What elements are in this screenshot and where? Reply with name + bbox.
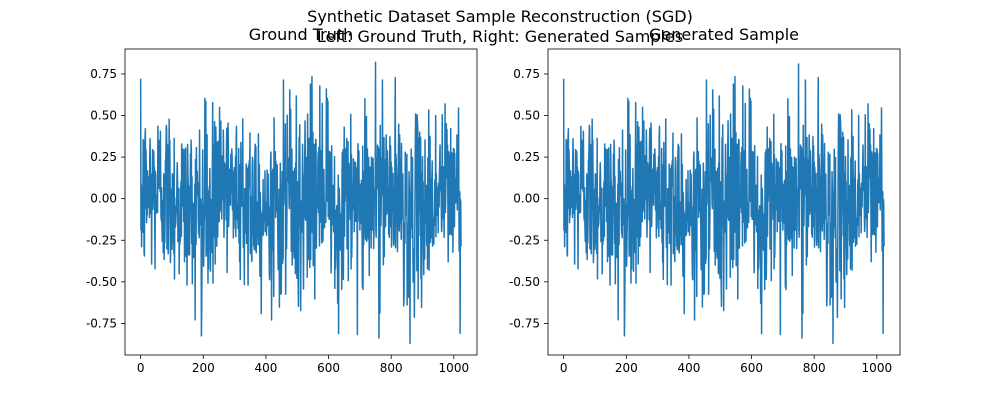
right-y-tick-label: 0.00 [513,192,540,206]
left-series-line [139,61,462,345]
left-y-tick-label: 0.50 [90,109,117,123]
right-y-tick-label: 0.50 [513,109,540,123]
suptitle-line2: Left: Ground Truth, Right: Generated Sam… [317,27,683,46]
left-panel-ground-truth: 0 200 400 600 800 1000 -0.75 -0.50 -0.25 0.00 0.25… [86,25,478,375]
right-panel-generated-sample: 0 200 400 600 800 1000 -0.75 -0.50 -0.25 0.00 0.25… [509,25,901,375]
right-x-tick-label: 1000 [862,361,893,375]
right-axes-frame [547,48,901,356]
suptitle-line1: Synthetic Dataset Sample Reconstruction … [307,7,693,26]
left-x-tick-label: 600 [317,361,340,375]
right-y-tick-label: 0.25 [513,150,540,164]
right-y-tick-label: 0.75 [513,67,540,81]
left-x-tick-label: 800 [380,361,403,375]
left-y-tick-label: 0.00 [90,192,117,206]
left-x-tick-label: 400 [254,361,277,375]
right-x-tick-label: 800 [803,361,826,375]
left-axes-frame [124,48,478,356]
right-panel-title: Generated Sample [649,25,799,44]
right-x-tick-label: 0 [560,361,568,375]
left-y-tick-label: 0.75 [90,67,117,81]
left-panel-title: Ground Truth [249,25,354,44]
right-x-tick-label: 200 [615,361,638,375]
left-x-tick-label: 200 [192,361,215,375]
left-x-tick-label: 1000 [439,361,470,375]
right-y-tick-label: -0.25 [509,233,540,247]
right-x-tick-label: 400 [677,361,700,375]
left-y-tick-label: -0.50 [86,275,117,289]
left-y-tick-label: -0.75 [86,316,117,330]
right-series-line [562,63,885,345]
left-y-tick-label: 0.25 [90,150,117,164]
left-x-tick-label: 0 [137,361,145,375]
right-x-tick-label: 600 [740,361,763,375]
left-y-tick-label: -0.25 [86,233,117,247]
right-y-tick-label: -0.50 [509,275,540,289]
right-y-tick-label: -0.75 [509,316,540,330]
